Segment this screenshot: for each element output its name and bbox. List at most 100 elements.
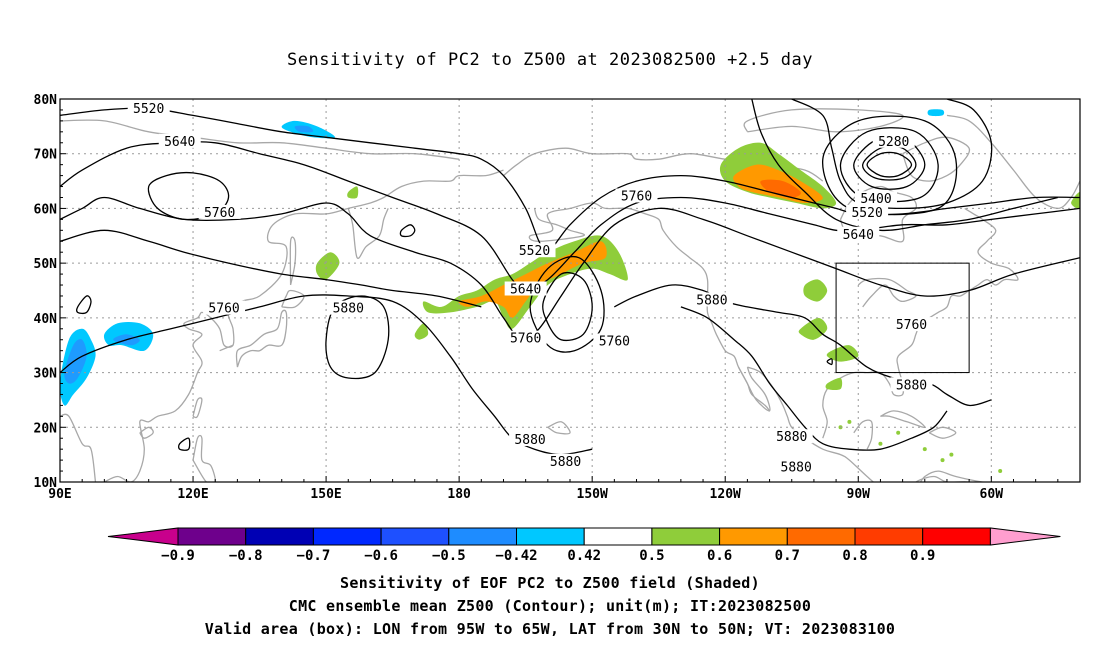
shaded-area	[927, 109, 945, 117]
z500-contour	[529, 256, 605, 353]
contour-label: 5880	[550, 455, 581, 470]
z500-contour	[542, 271, 593, 342]
shaded-area	[760, 179, 801, 198]
lat-label: 30N	[34, 367, 58, 382]
lat-label: 20N	[34, 421, 58, 436]
contour-label-bg	[855, 191, 897, 206]
shaded-area	[1071, 191, 1080, 209]
contour-label-bg	[504, 281, 547, 296]
shaded-area	[64, 339, 87, 384]
z500-contour	[862, 145, 917, 181]
contour-label: 5520	[133, 102, 164, 117]
coastline-segment	[192, 397, 203, 419]
z500-contour	[76, 295, 92, 315]
colorbar-swatch	[245, 527, 314, 546]
colorbar: −0.9 −0.8 −0.7 −0.6 −0.5 −0.42 0.42 0.5 0.6 0.7 0.…	[107, 527, 1061, 564]
colorbar-swatch	[177, 527, 247, 546]
contour-label-bg	[127, 100, 170, 115]
shaded-area	[803, 279, 828, 302]
z500-contour	[791, 99, 993, 210]
contour-label: 5640	[843, 228, 874, 243]
coastline-segment	[289, 236, 297, 286]
contour-label: 5880	[514, 433, 545, 448]
colorbar-swatch	[786, 527, 856, 546]
coastline-segment	[192, 434, 216, 482]
coastline-segment	[857, 277, 917, 308]
lon-label: 120W	[710, 487, 741, 502]
lat-label: 70N	[34, 148, 58, 163]
contour-label-bg	[198, 204, 241, 219]
caption-valid-area: Valid area (box): LON from 95W to 65W, L…	[204, 620, 896, 638]
shaded-dot	[949, 452, 954, 457]
valid-area-box	[835, 262, 970, 374]
contour-label-bg	[770, 429, 813, 444]
colorbar-label: 0.8	[842, 548, 867, 564]
coastline-segment	[139, 426, 154, 439]
colorbar-label: −0.7	[297, 548, 331, 564]
contour-label: 5760	[208, 302, 239, 317]
colorbar-label: 0.9	[910, 548, 935, 564]
contour-label-bg	[327, 300, 370, 315]
shaded-dot	[940, 458, 945, 463]
coastline-segment	[347, 208, 389, 260]
colorbar-swatch	[516, 527, 585, 546]
shaded-dot	[847, 419, 852, 424]
lon-label: 180	[447, 487, 471, 502]
shaded-dot	[998, 469, 1003, 474]
contour-label: 5640	[510, 283, 541, 298]
lat-label: 80N	[34, 93, 58, 108]
colorbar-label: −0.42	[495, 548, 537, 564]
shaded-area	[414, 323, 429, 340]
coastline-segment	[547, 421, 571, 435]
shaded-dot	[878, 441, 883, 446]
contour-label-bg	[615, 188, 658, 203]
colorbar-swatch	[922, 527, 991, 546]
lon-label: 90E	[48, 487, 71, 502]
lon-label: 150E	[310, 487, 341, 502]
coastline-segment	[853, 419, 874, 450]
colorbar-swatch	[448, 527, 517, 546]
contour-label: 5760	[599, 334, 630, 349]
contour-label: 5640	[164, 135, 195, 150]
colorbar-label: −0.9	[161, 548, 195, 564]
z500-contour	[60, 229, 482, 308]
coastline-segment	[737, 366, 771, 412]
contour-label-bg	[593, 333, 636, 348]
z500-contour	[614, 284, 992, 407]
colorbar-swatch	[312, 527, 382, 546]
contour-label: 5760	[204, 206, 235, 221]
contour-label-bg	[509, 431, 552, 446]
colorbar-label: −0.5	[432, 548, 466, 564]
coastline-segment	[743, 108, 904, 133]
shaded-dot	[922, 447, 927, 452]
colorbar-under-triangle	[107, 527, 179, 546]
z500-contour	[147, 171, 230, 221]
coastline-segment	[901, 136, 971, 182]
caption-contour: CMC ensemble mean Z500 (Contour); unit(m…	[288, 597, 812, 615]
contour-label: 5400	[860, 192, 891, 207]
coastline-segment	[60, 119, 460, 160]
colorbar-label: 0.42	[567, 548, 601, 564]
contour-label-bg	[690, 292, 733, 307]
contour-label: 5760	[621, 189, 652, 204]
coastline-segment	[104, 169, 504, 482]
coastline-segment	[281, 289, 305, 309]
colorbar-swatch	[380, 527, 450, 546]
z500-contour	[866, 151, 913, 178]
contour-label: 5880	[696, 293, 727, 308]
coastline-segment	[747, 366, 992, 482]
contour-label: 5880	[776, 430, 807, 445]
contour-labels: 5520 5640 5760 5760 5880 5520 5640 5760 5760 5760…	[127, 100, 933, 475]
shaded-area	[294, 125, 314, 133]
colorbar-swatch	[719, 527, 788, 546]
colorbar-label: −0.8	[229, 548, 263, 564]
contour-label: 5280	[878, 135, 909, 150]
colorbar-over-triangle	[989, 527, 1061, 546]
contour-label-bg	[158, 133, 201, 148]
colorbar-label: 0.5	[639, 548, 664, 564]
contour-label-bg	[775, 459, 818, 474]
colorbar-label: −0.6	[364, 548, 398, 564]
z500-contour	[399, 224, 416, 238]
map-background	[60, 99, 1080, 482]
